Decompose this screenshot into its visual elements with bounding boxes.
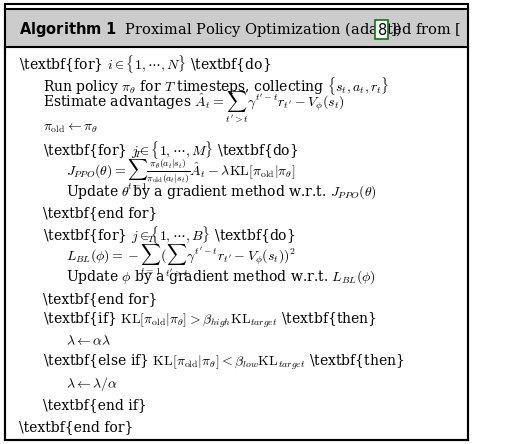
Text: Update $\phi$ by a gradient method w.r.t. $L_{BL}(\phi)$: Update $\phi$ by a gradient method w.r.t… (66, 269, 376, 286)
Text: \textbf{end for}: \textbf{end for} (43, 206, 157, 221)
Text: \textbf{for} $j \in \{1, \cdots, M\}$ \textbf{do}: \textbf{for} $j \in \{1, \cdots, M\}$ \t… (43, 139, 298, 161)
Text: Update $\theta$ by a gradient method w.r.t. $J_{PPO}(\theta)$: Update $\theta$ by a gradient method w.r… (66, 183, 377, 201)
Text: \textbf{if} $\mathrm{KL}[\pi_\mathrm{old}|\pi_\theta] > \beta_{high}\mathrm{KL}_: \textbf{if} $\mathrm{KL}[\pi_\mathrm{old… (43, 310, 376, 330)
Text: \textbf{end for}: \textbf{end for} (43, 292, 157, 306)
Text: $\pi_\mathrm{old} \leftarrow \pi_\theta$: $\pi_\mathrm{old} \leftarrow \pi_\theta$ (43, 121, 98, 135)
Text: $8$: $8$ (376, 22, 387, 38)
Text: $\bf{Algorithm\ 1}$  Proximal Policy Optimization (adapted from [: $\bf{Algorithm\ 1}$ Proximal Policy Opti… (19, 20, 461, 39)
Text: Estimate advantages $\hat{A}_t = \sum_{t'>t} \gamma^{t'-t} r_{t'} - V_\phi(s_t)$: Estimate advantages $\hat{A}_t = \sum_{t… (43, 90, 344, 124)
Text: $\lambda \leftarrow \lambda/\alpha$: $\lambda \leftarrow \lambda/\alpha$ (66, 375, 119, 393)
Text: \textbf{for} $j \in \{1, \cdots, B\}$ \textbf{do}: \textbf{for} $j \in \{1, \cdots, B\}$ \t… (43, 224, 295, 246)
Text: \textbf{else if} $\mathrm{KL}[\pi_\mathrm{old}|\pi_\theta] < \beta_{low}\mathrm{: \textbf{else if} $\mathrm{KL}[\pi_\mathr… (43, 353, 404, 373)
Text: ]): ]) (391, 23, 402, 37)
Text: \textbf{end if}: \textbf{end if} (43, 398, 146, 412)
FancyBboxPatch shape (5, 9, 468, 47)
Text: Run policy $\pi_\theta$ for $T$ timesteps, collecting $\{s_t, a_t, r_t\}$: Run policy $\pi_\theta$ for $T$ timestep… (43, 75, 389, 97)
Text: \textbf{for} $i \in \{1, \cdots, N\}$ \textbf{do}: \textbf{for} $i \in \{1, \cdots, N\}$ \t… (19, 53, 271, 75)
Text: $\lambda \leftarrow \alpha\lambda$: $\lambda \leftarrow \alpha\lambda$ (66, 334, 112, 349)
Text: $L_{BL}(\phi) = -\sum_{t=1}^{T}(\sum_{t'>t} \gamma^{t'-t} r_{t'} - V_\phi(s_t))^: $L_{BL}(\phi) = -\sum_{t=1}^{T}(\sum_{t'… (66, 234, 296, 278)
FancyBboxPatch shape (5, 4, 468, 440)
Text: $J_{PPO}(\theta) = \sum_{t=1}^{T} \frac{\pi_\theta(a_t|s_t)}{\pi_\mathrm{old}(a_: $J_{PPO}(\theta) = \sum_{t=1}^{T} \frac{… (66, 150, 296, 192)
Text: \textbf{end for}: \textbf{end for} (19, 420, 133, 434)
